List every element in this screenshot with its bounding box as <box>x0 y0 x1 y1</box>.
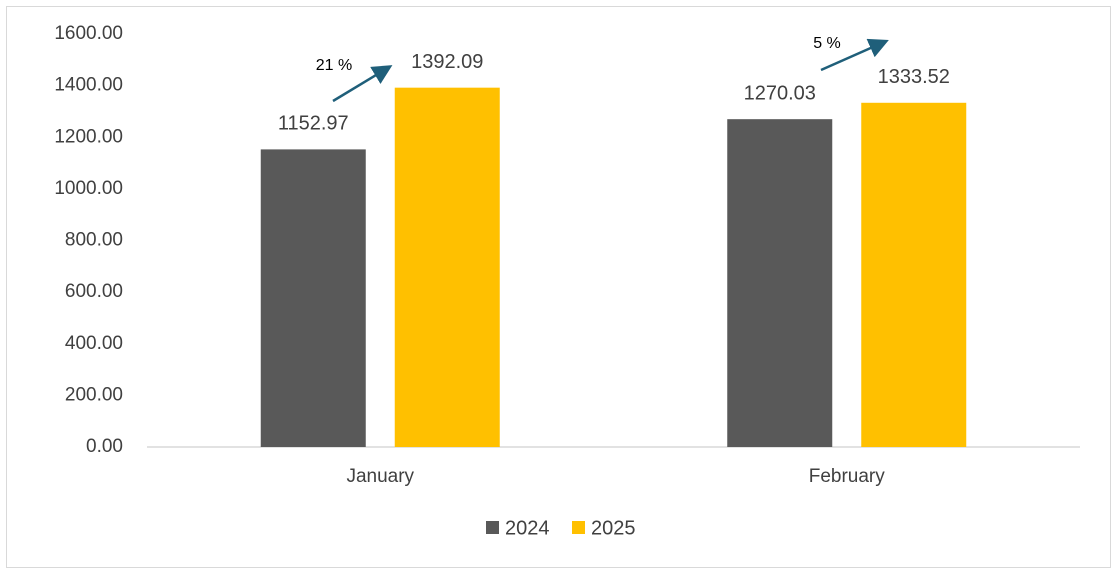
annotation: 21 % <box>316 57 352 74</box>
y-tick-label: 600.00 <box>65 281 123 302</box>
value-label: 1392.09 <box>411 51 483 73</box>
value-label: 1270.03 <box>744 82 816 104</box>
bar <box>260 149 366 447</box>
bar <box>861 102 967 447</box>
y-tick-label: 800.00 <box>65 230 123 251</box>
y-tick-label: 400.00 <box>65 333 123 354</box>
value-label: 1152.97 <box>278 113 349 135</box>
legend-swatch <box>486 521 499 534</box>
legend-label: 2024 <box>505 517 550 539</box>
bar <box>727 119 833 447</box>
bar <box>394 87 500 447</box>
legend-swatch <box>572 521 585 534</box>
y-tick-label: 0.00 <box>86 436 123 457</box>
legend-label: 2025 <box>591 517 636 539</box>
x-tick-label: February <box>809 466 886 487</box>
annotation-arrow <box>820 38 889 72</box>
annotation-arrow <box>332 65 393 103</box>
annotation: 5 % <box>813 35 841 52</box>
y-tick-label: 1200.00 <box>54 126 123 147</box>
y-tick-label: 1400.00 <box>54 75 123 96</box>
x-tick-label: January <box>346 466 414 487</box>
y-tick-label: 1000.00 <box>54 178 123 199</box>
value-label: 1333.52 <box>878 66 950 88</box>
y-tick-label: 1600.00 <box>54 23 123 44</box>
y-tick-label: 200.00 <box>65 384 123 405</box>
